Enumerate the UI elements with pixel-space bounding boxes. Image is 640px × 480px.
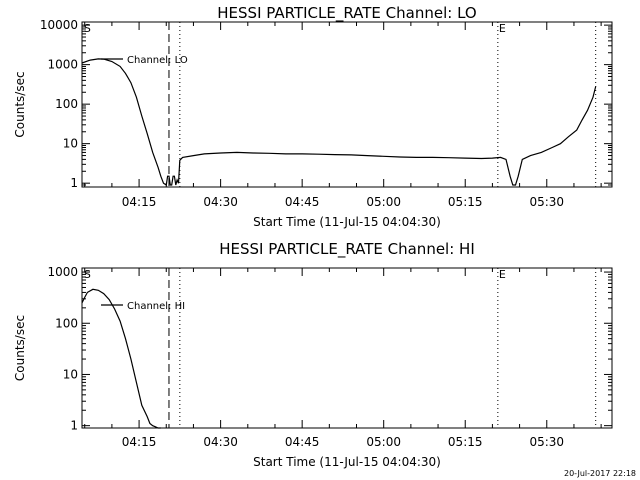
y-tick-label: 1000 [47,265,78,279]
chart-title: HESSI PARTICLE_RATE Channel: LO [217,4,476,23]
y-tick-label: 10 [63,137,78,151]
x-tick-label: 04:45 [285,195,320,209]
x-tick-label: 04:30 [203,195,238,209]
chart-panel-lo: HESSI PARTICLE_RATE Channel: LO 04:15 04:3… [13,4,613,229]
x-tick-label: 04:15 [122,195,157,209]
plot-frame [81,21,613,188]
y-tick-label: 1 [70,176,78,190]
chart-title: HESSI PARTICLE_RATE Channel: HI [219,240,475,259]
legend-label: Channel: LO [127,55,188,66]
series-line [81,288,161,429]
y-tick-label: 1000 [47,58,78,72]
x-tick-label: 05:00 [366,195,401,209]
x-tick-label: 05:15 [448,195,483,209]
y-axis-label: Counts/sec [13,71,27,137]
y-tick-label: 1 [70,419,78,433]
x-axis-label: Start Time (11-Jul-15 04:04:30) [253,215,441,229]
x-tick-label: 05:30 [529,435,564,449]
x-tick-label: 04:15 [122,435,157,449]
x-axis-label: Start Time (11-Jul-15 04:04:30) [253,455,441,469]
y-tick-label: 100 [55,316,78,330]
y-tick-label: 10000 [40,18,78,32]
marker-label: E [499,268,506,281]
x-tick-label: 05:00 [366,435,401,449]
marker-label: S [84,22,91,35]
legend-label: Channel: HI [127,301,185,312]
x-tick-label: 04:30 [203,435,238,449]
y-axis-label: Counts/sec [13,315,27,381]
y-tick-label: 10 [63,367,78,381]
marker-label: S [84,268,91,281]
x-tick-label: 05:30 [529,195,564,209]
y-tick-label: 100 [55,97,78,111]
chart-panel-hi: HESSI PARTICLE_RATE Channel: HI 04:15 04:3… [13,240,613,469]
series-line [81,58,597,187]
plot-frame [81,267,613,429]
timestamp-stamp: 20-Jul-2017 22:18 [564,469,636,478]
x-tick-label: 04:45 [285,435,320,449]
x-tick-label: 05:15 [448,435,483,449]
marker-label: E [499,22,506,35]
